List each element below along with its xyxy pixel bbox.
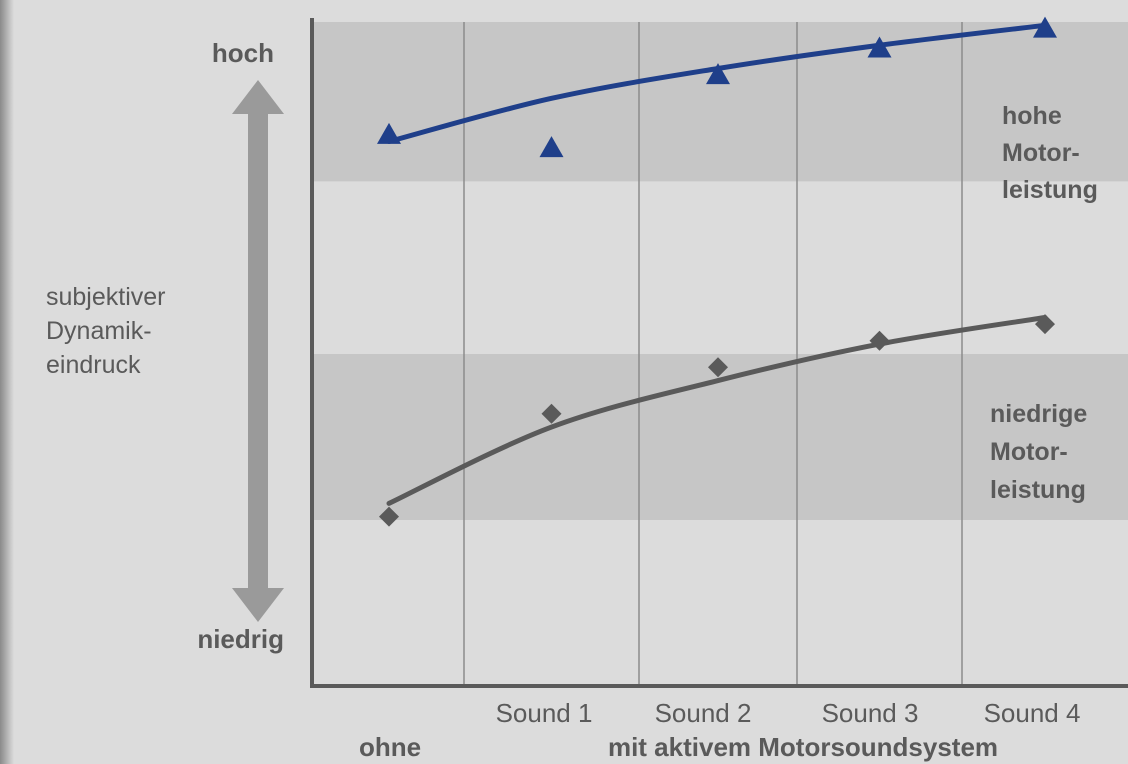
series-layer	[377, 16, 1057, 527]
y-axis-title-line: eindruck	[46, 351, 141, 379]
series-label-line: hohe	[1002, 102, 1062, 130]
data-point-diamond	[541, 403, 562, 424]
data-point-diamond	[708, 357, 728, 378]
series-label-line: leistung	[1002, 176, 1098, 204]
series-label-line: niedrige	[990, 400, 1087, 428]
data-point-triangle	[867, 36, 892, 58]
series-label-line: Motor-	[1002, 139, 1080, 167]
grid-layer	[463, 22, 963, 686]
y-axis-title-line: subjektiver	[46, 283, 166, 311]
data-point-triangle	[706, 63, 730, 85]
left-edge-shade	[0, 0, 14, 764]
y-axis-arrow	[232, 80, 284, 622]
y-bottom-label: niedrig	[197, 624, 284, 654]
data-point-triangle	[1033, 16, 1057, 38]
horizontal-band	[314, 22, 1128, 182]
data-point-triangle	[377, 122, 401, 144]
x-tick-label: Sound 1	[496, 698, 593, 728]
x-tick-label: Sound 3	[822, 698, 919, 728]
series-label-line: leistung	[990, 476, 1086, 504]
arrow-head-up	[232, 80, 284, 114]
arrow-head-down	[232, 588, 284, 622]
series-trend-line	[386, 314, 1048, 506]
data-point-diamond	[379, 506, 399, 527]
x-tick-label: Sound 4	[984, 698, 1081, 728]
x-tick-labels: Sound 1 Sound 2 Sound 3 Sound 4	[496, 698, 1081, 728]
series-label-low: niedrige Motor- leistung	[990, 400, 1094, 504]
series-label-high: hohe Motor- leistung	[1002, 102, 1098, 204]
axes-layer	[310, 18, 1128, 688]
data-point-diamond	[1035, 314, 1055, 335]
y-top-label: hoch	[212, 38, 274, 68]
x-group-baseline-label: ohne	[359, 732, 421, 762]
y-axis-title-line: Dynamik-	[46, 317, 152, 345]
data-point-triangle	[539, 136, 564, 158]
data-point-diamond	[869, 330, 890, 351]
x-tick-label: Sound 2	[655, 698, 752, 728]
x-group-active-label: mit aktivem Motorsoundsystem	[608, 732, 998, 762]
series-label-line: Motor-	[990, 438, 1068, 466]
y-axis-title: subjektiver Dynamik- eindruck	[46, 283, 172, 379]
arrow-shaft	[248, 112, 268, 594]
